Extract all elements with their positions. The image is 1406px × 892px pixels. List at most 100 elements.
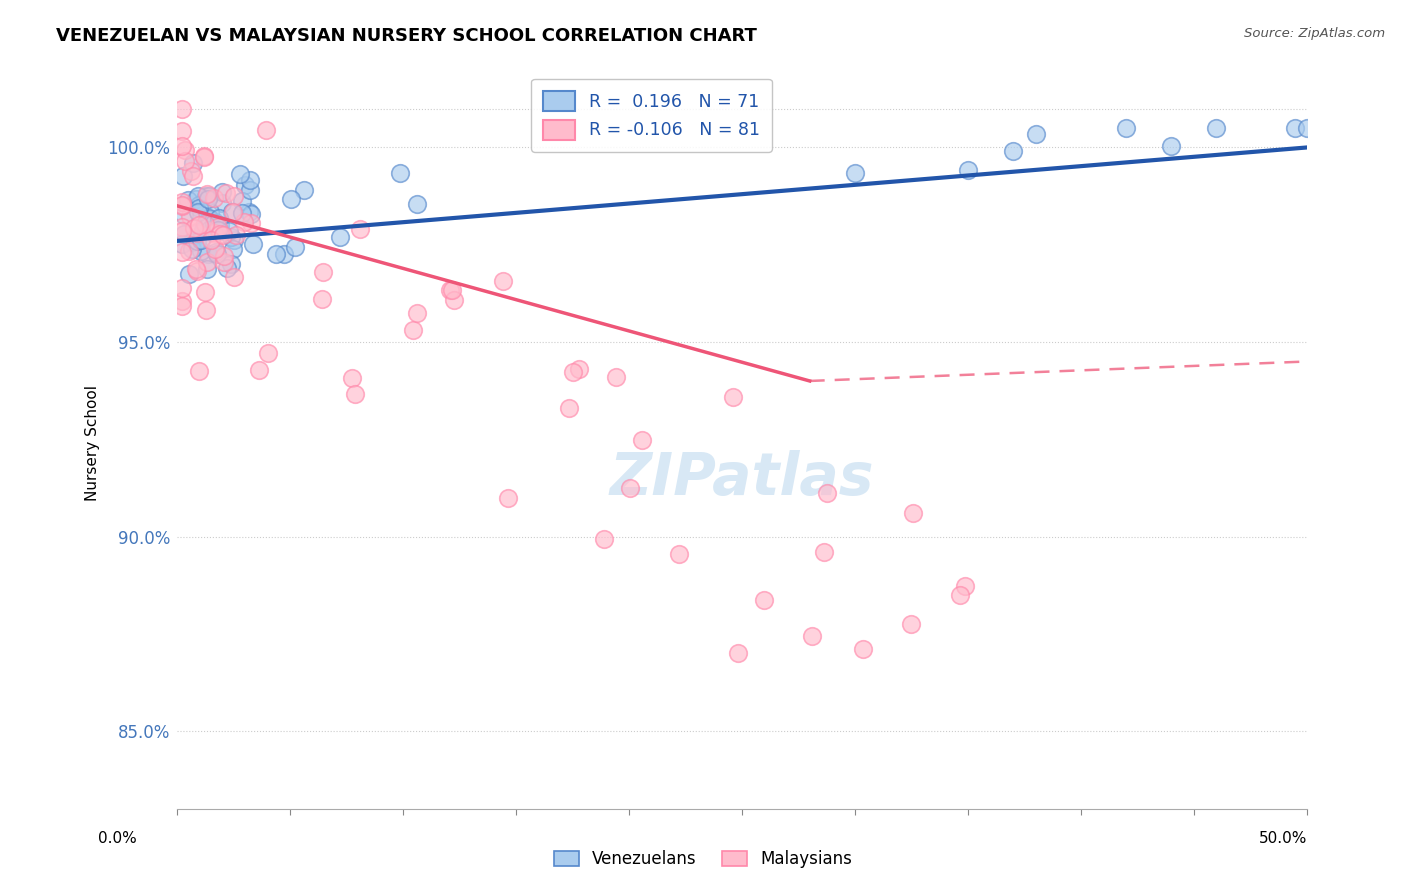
Point: [174, 154, 197, 169]
Point: [343, 387, 366, 401]
Point: [292, 183, 315, 197]
Text: Source: ZipAtlas.com: Source: ZipAtlas.com: [1244, 27, 1385, 40]
Point: [183, 221, 205, 235]
Point: [173, 208, 195, 222]
Point: [173, 227, 195, 241]
Point: [202, 227, 225, 241]
Point: [900, 616, 922, 631]
Point: [205, 246, 228, 260]
Point: [568, 362, 591, 376]
Point: [193, 149, 215, 163]
Point: [231, 194, 253, 208]
Point: [312, 264, 335, 278]
Point: [204, 242, 226, 256]
Point: [754, 592, 776, 607]
Point: [844, 166, 866, 180]
Point: [207, 211, 229, 225]
Point: [170, 124, 193, 138]
Point: [180, 243, 202, 257]
Point: [280, 192, 302, 206]
Legend: Venezuelans, Malaysians: Venezuelans, Malaysians: [547, 844, 859, 875]
Point: [1205, 121, 1227, 136]
Point: [215, 186, 238, 201]
Point: [721, 390, 744, 404]
Point: [218, 224, 240, 238]
Point: [194, 217, 217, 231]
Point: [225, 227, 247, 242]
Legend: R =  0.196   N = 71, R = -0.106   N = 81: R = 0.196 N = 71, R = -0.106 N = 81: [531, 78, 772, 152]
Point: [177, 244, 200, 259]
Point: [284, 240, 307, 254]
Text: 0.0%: 0.0%: [98, 831, 138, 846]
Point: [214, 255, 236, 269]
Point: [440, 283, 463, 297]
Point: [233, 178, 256, 192]
Point: [264, 247, 287, 261]
Point: [187, 218, 209, 232]
Point: [194, 188, 217, 202]
Point: [222, 242, 245, 256]
Point: [402, 323, 425, 337]
Point: [208, 224, 231, 238]
Point: [197, 211, 219, 226]
Point: [1284, 121, 1306, 136]
Point: [340, 371, 363, 385]
Point: [349, 222, 371, 236]
Point: [202, 191, 225, 205]
Point: [221, 204, 243, 219]
Point: [219, 229, 242, 244]
Point: [405, 197, 427, 211]
Point: [194, 285, 217, 299]
Point: [172, 219, 194, 234]
Point: [239, 207, 262, 221]
Point: [247, 363, 270, 377]
Text: ZIPatlas: ZIPatlas: [610, 450, 875, 507]
Point: [186, 192, 208, 206]
Point: [222, 204, 245, 219]
Point: [177, 267, 200, 281]
Point: [231, 206, 253, 220]
Point: [238, 204, 260, 219]
Point: [187, 202, 209, 216]
Point: [198, 188, 221, 202]
Point: [668, 547, 690, 561]
Point: [605, 370, 627, 384]
Point: [389, 166, 412, 180]
Point: [170, 195, 193, 210]
Point: [204, 216, 226, 230]
Point: [179, 209, 201, 223]
Point: [190, 234, 212, 248]
Point: [240, 216, 263, 230]
Point: [232, 215, 254, 229]
Point: [194, 221, 217, 235]
Point: [852, 642, 875, 657]
Point: [492, 274, 515, 288]
Point: [191, 223, 214, 237]
Point: [170, 198, 193, 212]
Point: [212, 227, 235, 242]
Y-axis label: Nursery School: Nursery School: [86, 385, 100, 501]
Point: [949, 588, 972, 602]
Point: [630, 434, 652, 448]
Point: [228, 167, 250, 181]
Point: [170, 293, 193, 308]
Point: [1025, 127, 1047, 141]
Point: [222, 189, 245, 203]
Point: [311, 292, 333, 306]
Point: [1001, 144, 1024, 158]
Point: [188, 197, 211, 211]
Point: [170, 139, 193, 153]
Point: [727, 646, 749, 660]
Point: [172, 169, 194, 183]
Point: [197, 261, 219, 276]
Point: [197, 223, 219, 237]
Point: [180, 163, 202, 178]
Point: [187, 189, 209, 203]
Point: [170, 199, 193, 213]
Point: [186, 226, 208, 240]
Point: [593, 532, 616, 546]
Point: [204, 244, 226, 259]
Point: [170, 237, 193, 252]
Point: [197, 246, 219, 260]
Point: [1115, 121, 1137, 136]
